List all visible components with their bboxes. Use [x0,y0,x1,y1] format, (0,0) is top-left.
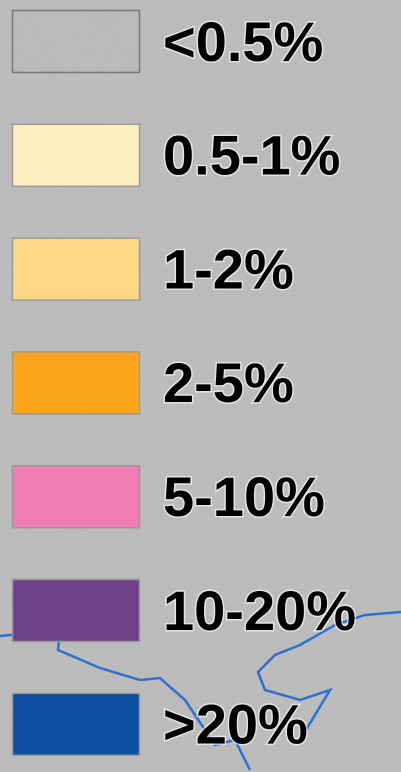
legend-swatch [13,580,140,642]
legend-label: >20% [163,693,308,756]
legend-label: 10-20% [163,579,356,642]
legend-swatch [13,11,140,73]
legend-label: 0.5-1% [163,124,340,187]
legend-swatch [13,693,140,755]
legend-swatch [13,124,140,186]
legend-label: 2-5% [163,351,294,414]
legend-label: <0.5% [163,10,323,73]
legend-label: 5-10% [163,465,325,528]
legend-label: 1-2% [163,237,294,300]
legend-swatch [13,238,140,300]
legend-swatch [13,352,140,414]
map-legend: <0.5% 0.5-1% 1-2% 2-5% 5-10% 10-20% >20% [0,0,401,772]
legend-swatch [13,466,140,528]
